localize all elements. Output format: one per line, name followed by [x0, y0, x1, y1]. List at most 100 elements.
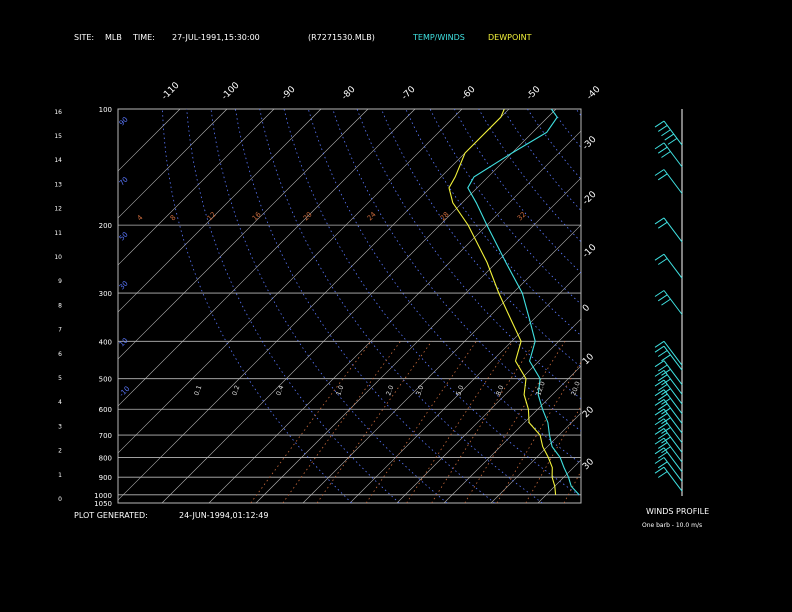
wind-barb-flag: [654, 345, 665, 353]
height-km-label: 6: [58, 351, 62, 358]
temperature-right-label: -20: [581, 189, 599, 207]
wind-barb-flag: [654, 466, 665, 474]
pressure-tick-label: 900: [99, 474, 112, 482]
wind-barb: [654, 418, 683, 444]
wind-barb-flag: [657, 442, 668, 449]
temperature-right-label: 0: [581, 303, 592, 314]
wind-barb-flag: [657, 374, 668, 382]
dry-adiabat-line: [332, 109, 581, 432]
dry-adiabat-line: [186, 109, 400, 503]
wind-barb-shaft: [663, 142, 683, 168]
dry-adiabat-line: [673, 109, 792, 503]
wind-barb-flag: [654, 447, 665, 455]
wind-barb-flag: [657, 451, 668, 459]
temperature-top-label: -40: [585, 84, 603, 102]
pressure-tick-label: 700: [99, 432, 112, 440]
mixing-ratio-label: 1.0: [334, 384, 345, 396]
time-value: 27-JUL-1991,15:30:00: [172, 33, 260, 42]
mixing-ratio-line: [406, 341, 514, 503]
dry-adiabat-line: [722, 109, 792, 503]
wind-barb-flag: [654, 120, 665, 128]
temperature-top-label: -90: [280, 84, 298, 102]
site-label: SITE:: [74, 33, 95, 42]
pressure-tick-label: 600: [99, 406, 112, 414]
adiabat-label: 30: [118, 279, 130, 291]
dry-adiabat-line: [502, 109, 581, 212]
mixing-ratio-label: 28: [439, 210, 451, 222]
temperature-right-label: 30: [581, 457, 596, 472]
mixing-ratio-label: 24: [366, 210, 378, 222]
mixing-ratio-label: 20.0: [569, 380, 581, 396]
mixing-ratio-label: 8: [169, 214, 178, 223]
wind-barb: [654, 379, 683, 405]
winds-profile-label: WINDS PROFILE: [646, 507, 710, 516]
legend-dewpoint: DEWPOINT: [488, 33, 532, 42]
height-km-label: 14: [54, 157, 62, 164]
wind-barb-flag: [657, 146, 668, 154]
height-km-label: 15: [54, 133, 62, 140]
mixing-ratio-line: [563, 470, 581, 503]
wind-barb-flag: [657, 350, 668, 357]
height-km-label: 5: [58, 375, 62, 382]
wind-barb-flag: [654, 398, 665, 406]
isotherm-line: [118, 109, 228, 219]
temperature-right-label: 20: [581, 405, 596, 420]
wind-barb-flag: [657, 294, 668, 302]
wind-barb: [654, 457, 683, 482]
pressure-tick-label: 100: [99, 106, 112, 114]
mixing-ratio-label: 3.0: [414, 384, 425, 396]
wind-barb: [654, 120, 683, 146]
dry-adiabat-line: [698, 109, 792, 503]
temperature-top-label: -100: [220, 80, 242, 102]
wind-barb: [654, 398, 683, 424]
legend-temp-winds: TEMP/WINDS: [413, 33, 465, 42]
wind-barb: [654, 253, 683, 279]
wind-barb-shaft: [663, 217, 683, 243]
pressure-tick-label: 500: [99, 376, 112, 384]
wind-barb-flag: [661, 129, 671, 137]
isotherm-line: [118, 109, 181, 172]
adiabat-label: 70: [118, 175, 130, 187]
height-km-label: 1: [58, 472, 62, 479]
height-km-label: 16: [54, 109, 62, 116]
wind-barb-flag: [657, 258, 668, 265]
wind-barb-shaft: [663, 437, 683, 463]
height-km-label: 10: [54, 254, 62, 261]
height-km-label: 0: [58, 496, 62, 503]
isotherm-line: [255, 177, 581, 503]
wind-barb-flag: [657, 412, 668, 420]
isotherm-line: [118, 109, 463, 454]
mixing-ratio-label: 4: [136, 213, 145, 222]
isotherm-line: [161, 109, 557, 503]
isotherm-line: [679, 109, 792, 503]
wind-barb-shaft: [663, 169, 683, 194]
mixing-ratio-label: 12.0: [534, 380, 546, 396]
pressure-tick-label: 1050: [94, 500, 112, 508]
wind-barb-flag: [657, 364, 668, 372]
wind-barb-flag: [661, 354, 671, 362]
dry-adiabat-line: [771, 109, 792, 503]
mixing-ratio-line: [250, 341, 372, 503]
isotherm-line: [118, 109, 322, 313]
isotherm-line: [118, 109, 369, 360]
wind-barb-flag: [661, 298, 671, 306]
wind-barb: [654, 340, 683, 366]
dry-adiabat-line: [625, 109, 792, 503]
wind-barb-flag: [654, 217, 665, 225]
isotherm-line: [585, 109, 792, 503]
wind-barb-flag: [654, 408, 665, 416]
plot-frame: [117, 108, 582, 504]
axis-labels: 1002003004005006007008009001000105001234…: [54, 80, 602, 508]
mixing-ratio-label: 2.0: [384, 384, 395, 396]
site-value: MLB: [105, 33, 122, 42]
wind-barb-flag: [657, 221, 668, 229]
wind-barb: [654, 217, 683, 243]
wind-barb-flag: [657, 383, 668, 391]
mixing-ratio-label: 0.1: [192, 384, 203, 396]
dry-adiabat-line: [307, 109, 581, 465]
temperature-curve: [467, 109, 580, 496]
wind-barb-flag: [654, 437, 665, 445]
grid-lines: [118, 109, 792, 503]
temperature-top-label: -80: [340, 84, 358, 102]
